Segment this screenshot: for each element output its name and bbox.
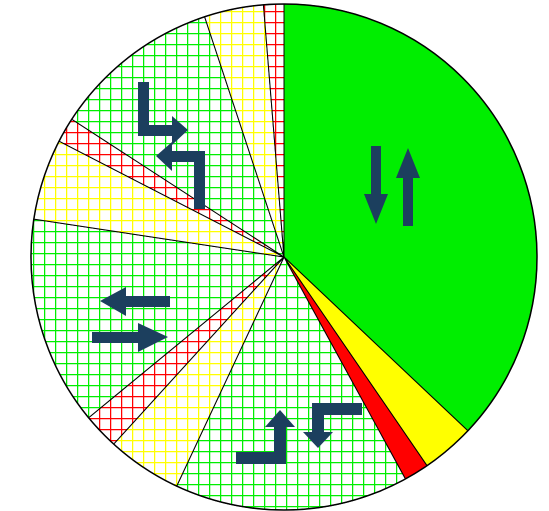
- two-way-vertical-arrows-icon: [364, 146, 420, 226]
- staggered-turn-arrows-icon: [138, 82, 205, 209]
- offset-turn-arrows-icon: [236, 403, 362, 464]
- pie-outline: [30, 3, 538, 511]
- pie-icons: [92, 82, 420, 464]
- two-way-horizontal-arrows-icon: [92, 287, 170, 352]
